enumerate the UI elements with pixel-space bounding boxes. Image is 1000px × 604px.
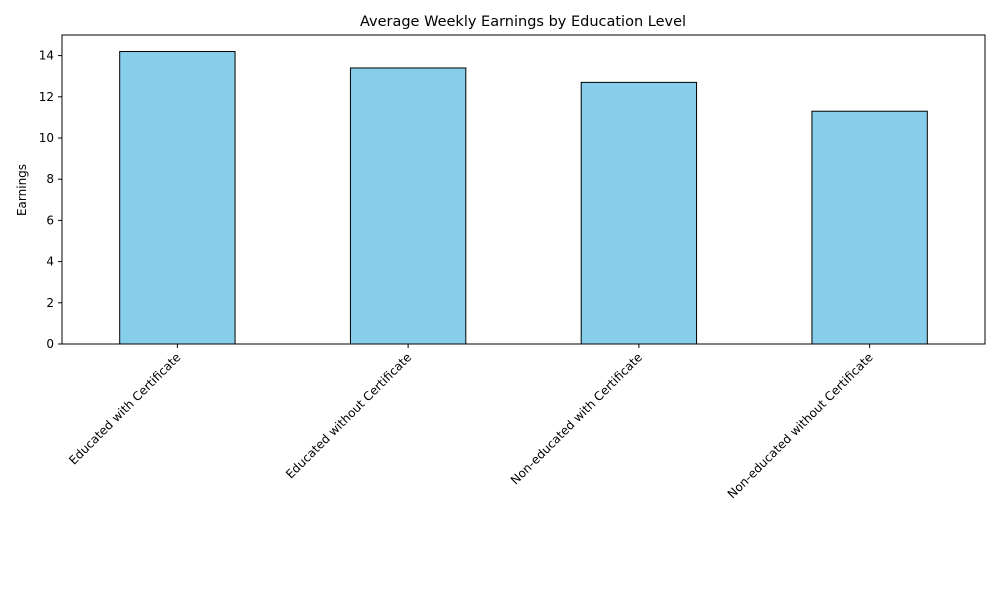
bar-3 <box>580 81 698 345</box>
y-tick-label: 6 <box>46 213 54 227</box>
y-tick-label: 8 <box>46 172 54 186</box>
y-tick-label: 0 <box>46 337 54 351</box>
x-tick-label: Non-educated without Certificate <box>725 350 876 501</box>
y-axis-label: Earnings <box>15 164 29 216</box>
y-tick-label: 4 <box>46 255 54 269</box>
y-tick-label: 10 <box>39 131 54 145</box>
bars-layer <box>119 50 928 345</box>
axes-layer <box>61 34 986 345</box>
x-ticks-layer: Educated with Certificate Educated withou… <box>66 344 876 501</box>
y-tick-label: 12 <box>39 90 54 104</box>
y-ticks-layer: 0 2 4 6 8 10 12 14 <box>39 49 62 351</box>
x-tick-label: Non-educated with Certificate <box>508 350 645 487</box>
bar-2 <box>349 67 467 345</box>
axes-frame <box>61 34 986 345</box>
y-tick-label: 2 <box>46 296 54 310</box>
x-tick-label: Educated without Certificate <box>283 350 414 481</box>
x-tick-label: Educated with Certificate <box>66 350 183 467</box>
bar-4 <box>811 110 928 345</box>
y-tick-label: 14 <box>39 49 54 63</box>
chart-title: Average Weekly Earnings by Education Lev… <box>360 14 686 30</box>
bar-1 <box>119 50 236 345</box>
